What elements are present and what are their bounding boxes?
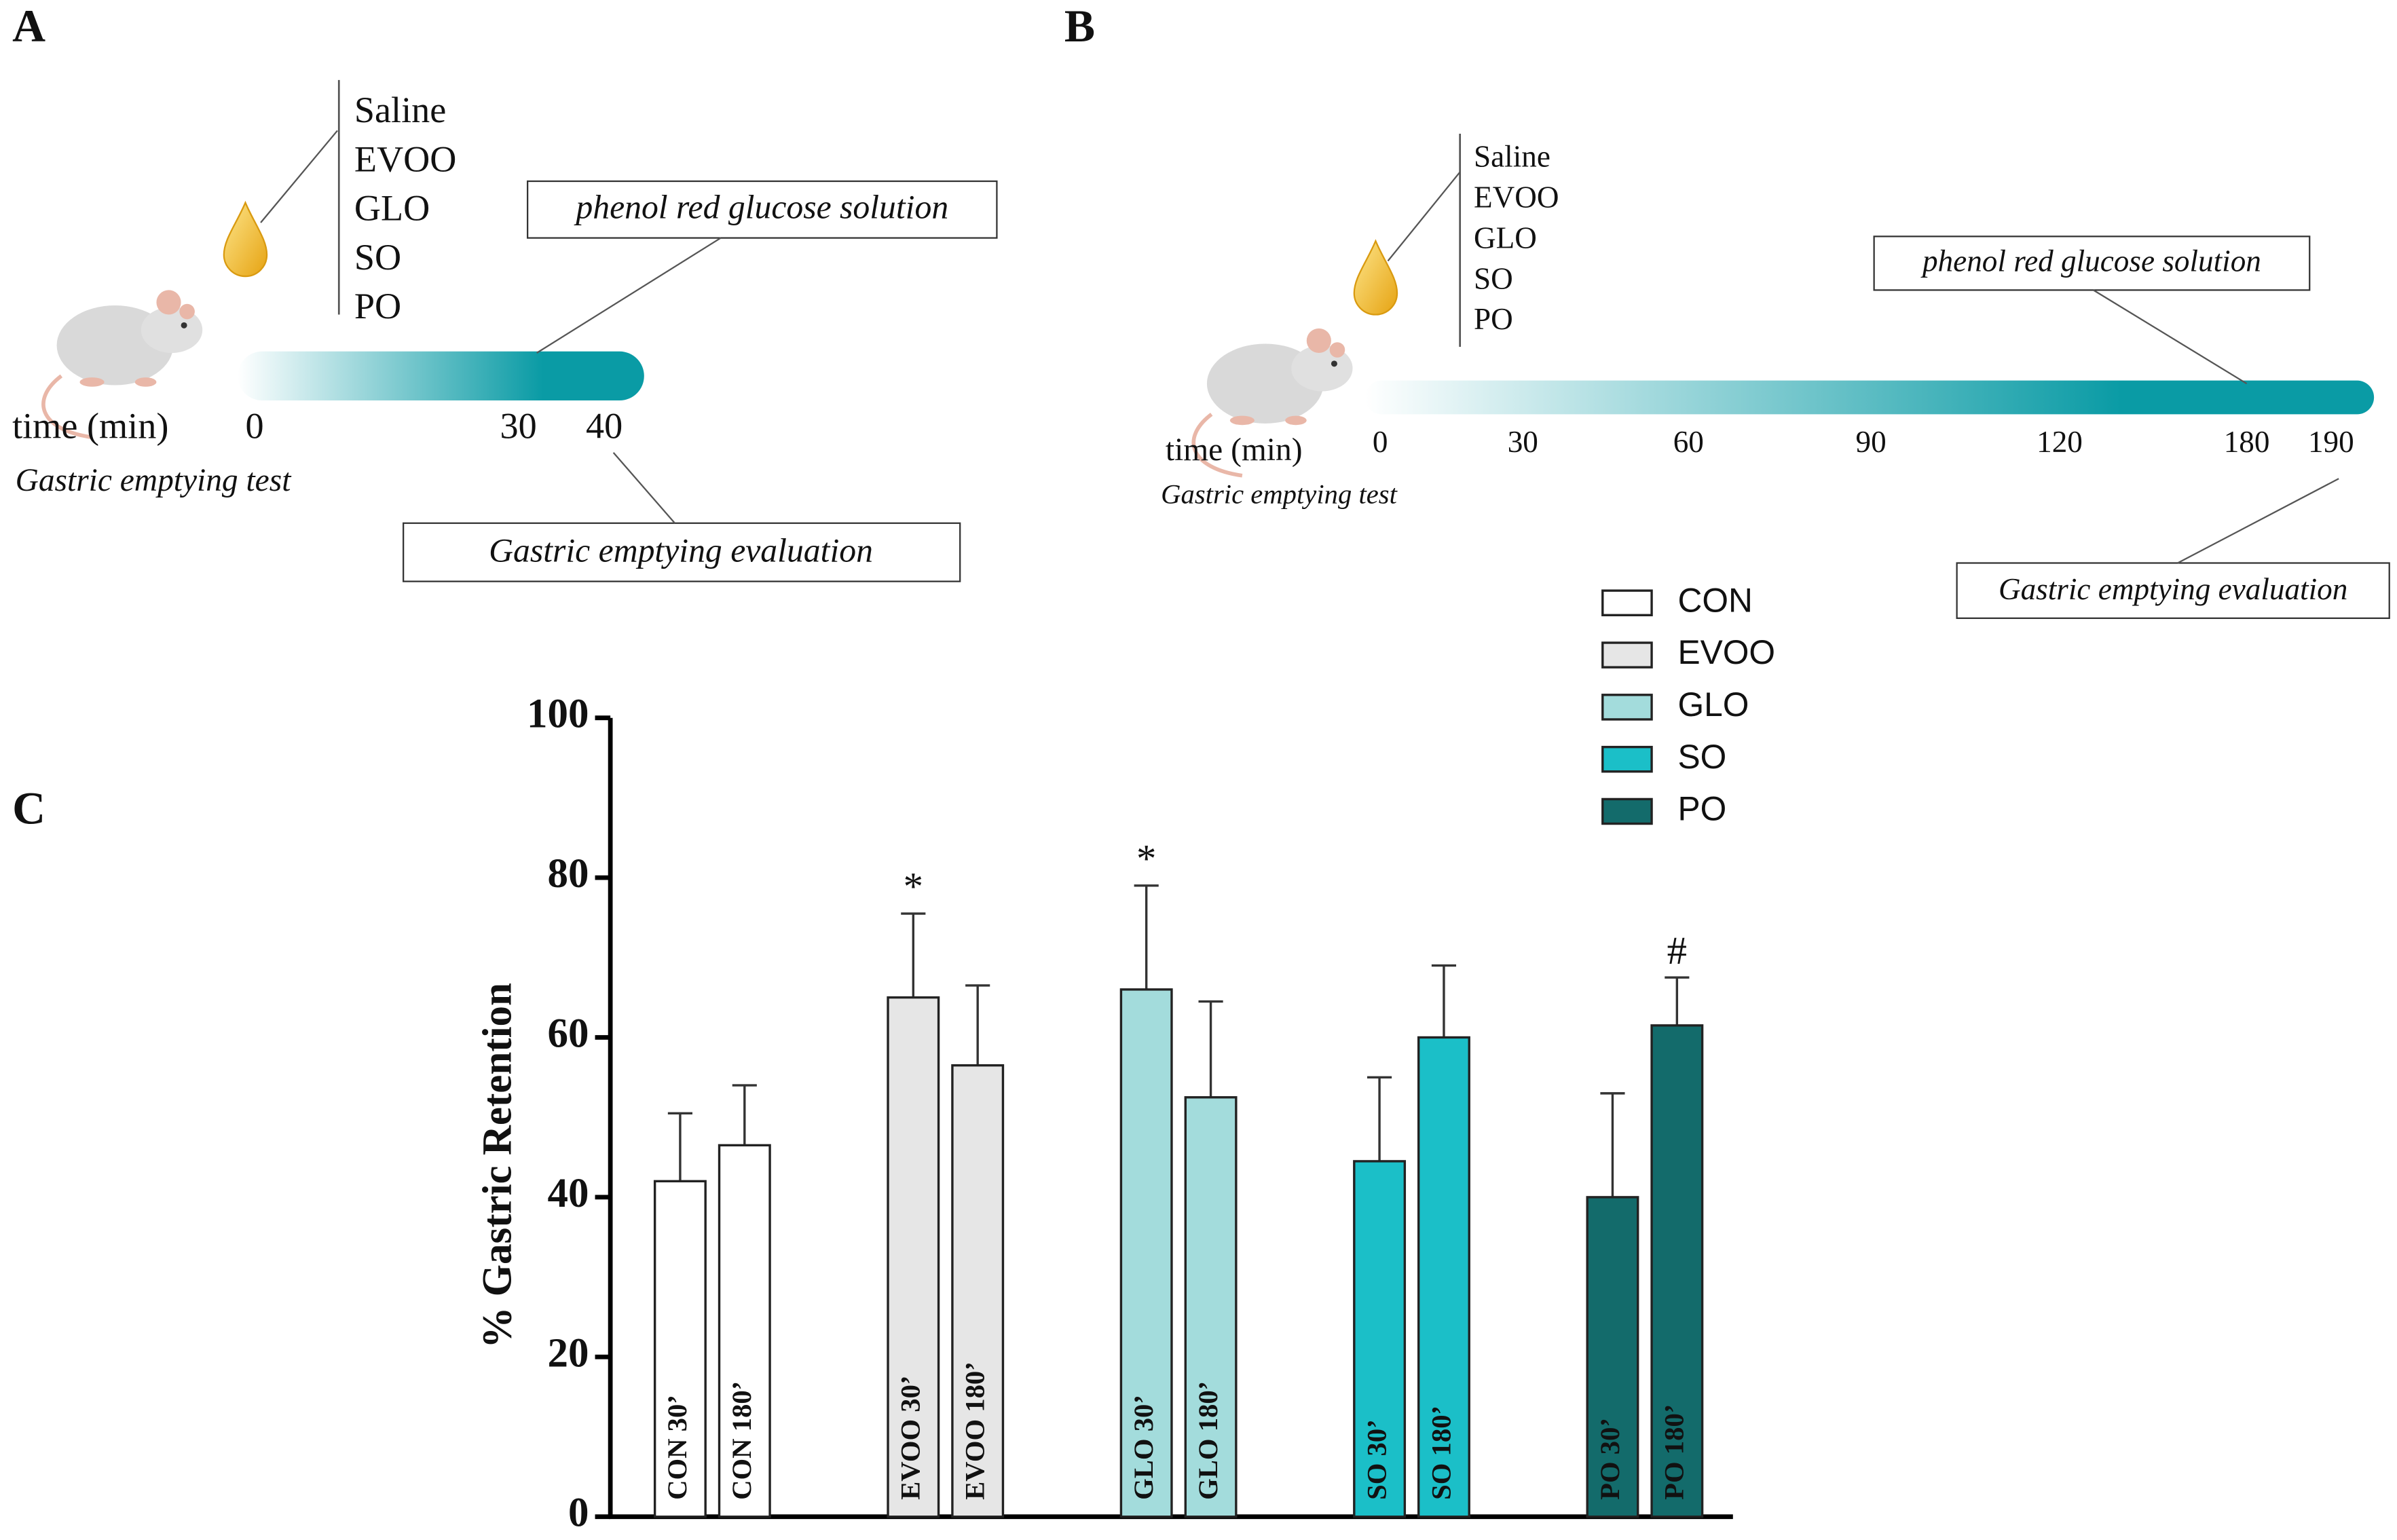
legend-swatch [1601, 641, 1653, 669]
leader-line [2177, 478, 2339, 564]
legend-swatch [1601, 745, 1653, 773]
solution-box [527, 180, 998, 239]
bar-label: PO 180’ [1659, 1404, 1690, 1500]
panel-label: A [12, 1, 45, 52]
evaluation-box [1956, 562, 2390, 619]
y-tick-label: 0 [568, 1490, 589, 1536]
legend-label: PO [1677, 790, 1726, 828]
bar [1650, 1024, 1704, 1518]
y-tick-label: 20 [548, 1330, 589, 1376]
bar [718, 1144, 771, 1518]
panel-label: C [12, 783, 45, 833]
solution-text: phenol red glucose solution [1920, 244, 2261, 278]
leader-line [612, 452, 675, 524]
bar [1184, 1096, 1238, 1518]
bar [1119, 988, 1173, 1518]
legend-label: EVOO [1677, 633, 1775, 671]
time-tick-label: 40 [586, 405, 623, 446]
evaluation-text: Gastric emptying evaluation [1999, 572, 2347, 606]
time-tick-label: 30 [500, 405, 536, 446]
treatment-label: Saline [1474, 140, 1550, 174]
time-tick-label: 30 [1508, 425, 1538, 459]
time-tick-label: 180 [2224, 425, 2270, 459]
treatment-label: EVOO [1474, 181, 1559, 214]
bar-label: PO 30’ [1595, 1418, 1625, 1500]
panel-b: B phenol red glucose solution time (min)… [1064, 1, 2390, 619]
bar [951, 1064, 1005, 1518]
y-tick-label: 40 [548, 1171, 589, 1216]
panel-label: B [1064, 1, 1095, 52]
bar-label: EVOO 30’ [895, 1376, 926, 1500]
treatment-label: SO [1474, 261, 1513, 295]
legend-swatch [1601, 797, 1653, 825]
bar [1353, 1160, 1407, 1518]
treatment-label: EVOO [354, 138, 457, 179]
legend-label: GLO [1677, 686, 1749, 724]
solution-text: phenol red glucose solution [574, 188, 948, 225]
y-axis-label: % Gastric Retention [475, 983, 521, 1349]
bar [1417, 1036, 1470, 1518]
drop-icon [223, 202, 268, 278]
bar [887, 996, 940, 1518]
time-tick-label: 190 [2308, 425, 2354, 459]
bar-label: EVOO 180’ [960, 1361, 990, 1500]
leader-line [1387, 171, 1461, 262]
solution-box [1873, 236, 2311, 291]
treatment-label: SO [354, 237, 401, 278]
drop-icon [1353, 240, 1398, 316]
significance-mark: * [904, 865, 923, 909]
treatment-label: GLO [354, 188, 430, 229]
time-tick-label: 120 [2037, 425, 2083, 459]
bar-label: GLO 30’ [1128, 1395, 1159, 1500]
time-label: time (min) [12, 405, 168, 446]
y-tick-label: 60 [548, 1011, 589, 1056]
legend-swatch [1601, 589, 1653, 617]
treatment-label: GLO [1474, 221, 1537, 255]
legend-label: SO [1677, 738, 1726, 776]
timeline [1364, 380, 2375, 415]
evaluation-box [403, 522, 961, 582]
test-label: Gastric emptying test [16, 463, 293, 498]
bar-label: CON 30’ [662, 1395, 692, 1500]
legend-swatch [1601, 694, 1653, 721]
y-tick-label: 100 [527, 692, 589, 737]
evaluation-text: Gastric emptying evaluation [489, 531, 873, 569]
leader-line [2093, 289, 2248, 385]
panel-a: A phenol red glucose solution time (min)… [12, 1, 998, 582]
bar [653, 1180, 707, 1518]
time-tick-label: 90 [1856, 425, 1887, 459]
timeline [238, 351, 644, 401]
bar-label: SO 180’ [1426, 1406, 1456, 1500]
legend-label: CON [1677, 581, 1752, 619]
bar [1586, 1196, 1639, 1518]
bar-label: GLO 180’ [1193, 1381, 1223, 1500]
treatment-label: PO [1474, 302, 1513, 336]
leader-line [260, 130, 338, 223]
time-tick-label: 0 [1373, 425, 1388, 459]
time-tick-label: 60 [1673, 425, 1704, 459]
significance-mark: # [1667, 928, 1687, 973]
treatment-label: PO [354, 286, 401, 326]
treatment-label: Saline [354, 90, 446, 130]
bar-label: CON 180’ [726, 1381, 757, 1500]
test-label: Gastric emptying test [1161, 479, 1398, 510]
time-tick-label: 0 [245, 405, 263, 446]
time-label: time (min) [1166, 432, 1303, 468]
bar-label: SO 30’ [1361, 1419, 1392, 1500]
y-tick-label: 80 [548, 851, 589, 897]
significance-mark: * [1136, 836, 1156, 880]
leader-line [536, 237, 722, 354]
